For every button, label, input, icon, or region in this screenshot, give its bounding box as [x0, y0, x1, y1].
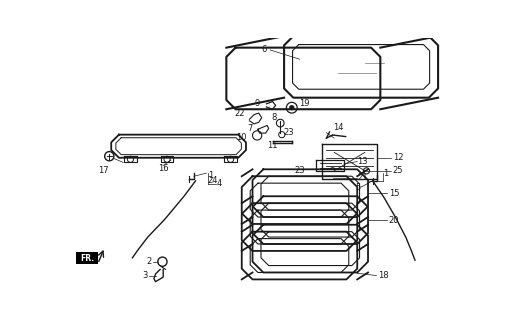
Text: 1: 1: [208, 171, 213, 180]
Polygon shape: [252, 196, 368, 244]
Text: 14: 14: [333, 123, 343, 132]
Polygon shape: [252, 225, 368, 273]
Text: 22: 22: [234, 109, 245, 118]
Text: 5: 5: [356, 182, 361, 191]
Text: 23: 23: [283, 128, 294, 137]
Text: 11: 11: [267, 141, 277, 150]
Text: 4: 4: [217, 180, 223, 188]
Text: 19: 19: [300, 99, 310, 108]
Text: 20: 20: [389, 216, 400, 225]
Text: 13: 13: [357, 157, 368, 166]
Text: 21: 21: [357, 173, 368, 182]
Text: 2: 2: [147, 257, 152, 266]
Text: 18: 18: [378, 271, 389, 280]
Text: 1: 1: [383, 169, 389, 178]
Circle shape: [289, 105, 294, 110]
Text: 24: 24: [208, 176, 219, 185]
Text: 9: 9: [255, 99, 260, 108]
Text: 12: 12: [392, 153, 403, 162]
Text: 6: 6: [262, 45, 267, 54]
Text: 25: 25: [392, 166, 403, 175]
Text: 8: 8: [272, 113, 277, 122]
Text: 17: 17: [98, 165, 108, 175]
Text: 15: 15: [389, 189, 400, 198]
Text: 7: 7: [247, 124, 252, 133]
Polygon shape: [252, 169, 368, 217]
Text: 10: 10: [236, 133, 246, 142]
Text: 3: 3: [142, 271, 148, 280]
Text: FR.: FR.: [80, 254, 94, 263]
FancyBboxPatch shape: [76, 252, 98, 264]
Text: 23: 23: [294, 166, 305, 175]
Text: 16: 16: [158, 164, 168, 173]
